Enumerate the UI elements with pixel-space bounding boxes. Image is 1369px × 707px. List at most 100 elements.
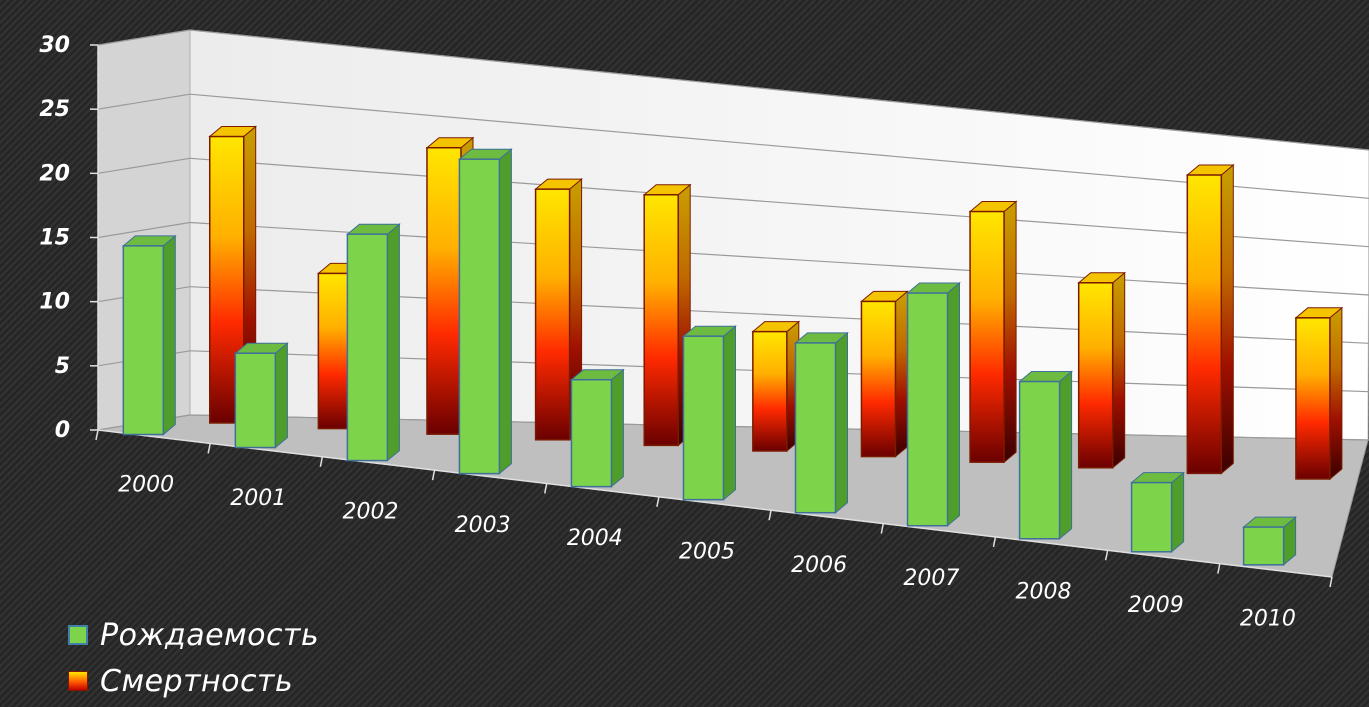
- bar-births-front: [794, 342, 837, 514]
- x-tick-mark: [880, 523, 885, 534]
- x-axis-line: [97, 429, 1333, 578]
- x-tick-label: 2005: [679, 540, 735, 565]
- bar-deaths-front: [208, 135, 245, 424]
- x-tick-mark: [656, 496, 660, 507]
- x-tick-label: 2000: [118, 473, 174, 498]
- y-tick-label: 20: [39, 161, 70, 186]
- bar-deaths-front: [1186, 174, 1223, 475]
- x-tick-mark: [319, 456, 324, 467]
- x-tick-mark: [768, 510, 772, 521]
- bar-deaths-front: [534, 188, 571, 441]
- gridline-back: [189, 157, 1369, 248]
- bar-deaths: [534, 178, 583, 441]
- x-tick-mark: [95, 429, 99, 441]
- x-tick-mark: [207, 443, 211, 454]
- x-tick-label: 2002: [342, 499, 398, 524]
- x-tick-label: 2006: [791, 553, 847, 578]
- legend-label-deaths: Смертность: [100, 663, 294, 699]
- bar-deaths: [968, 200, 1018, 464]
- bar-deaths-front: [643, 193, 679, 447]
- bar-births-front: [682, 335, 725, 501]
- bar-births: [570, 368, 625, 488]
- bar-births-side: [835, 331, 848, 514]
- bar-deaths: [860, 290, 909, 458]
- bar-births-side: [723, 325, 736, 501]
- bar-births-side: [1059, 370, 1073, 540]
- y-tick-label: 10: [39, 290, 70, 315]
- y-tick-label: 5: [55, 354, 70, 379]
- bar-births-side: [947, 281, 960, 527]
- bar-births-front: [346, 233, 389, 462]
- x-tick-mark: [1104, 550, 1109, 561]
- bar-deaths: [751, 320, 801, 453]
- gridline-side: [97, 93, 191, 110]
- bar-births-front: [234, 352, 277, 449]
- x-tick-label: 2009: [1128, 593, 1184, 618]
- bar-births: [794, 331, 849, 514]
- y-tick-label: 0: [55, 418, 70, 443]
- bar-deaths-front: [969, 210, 1005, 463]
- x-tick-mark: [1217, 563, 1221, 574]
- bar-deaths-side: [1329, 306, 1343, 481]
- bar-births-front: [458, 158, 501, 475]
- bar-births: [1130, 471, 1185, 553]
- bar-deaths-front: [860, 300, 897, 458]
- x-tick-label: 2010: [1240, 606, 1296, 631]
- bar-births: [346, 223, 401, 462]
- x-tick-mark: [992, 536, 997, 548]
- legend-swatch-deaths: [68, 671, 88, 691]
- x-tick-label: 2004: [567, 526, 623, 551]
- bar-births-side: [386, 223, 400, 462]
- bar-deaths-side: [1003, 200, 1017, 464]
- y-tick-label: 25: [39, 97, 70, 122]
- x-tick-label: 2001: [230, 486, 286, 511]
- legend-item-deaths: Смертность: [68, 658, 319, 704]
- legend-swatch-births: [68, 625, 88, 645]
- bar-deaths-front: [1295, 317, 1331, 480]
- gridline-side: [97, 221, 191, 239]
- bar-births: [234, 342, 289, 449]
- bar-births-side: [498, 148, 512, 475]
- bar-births-front: [906, 292, 949, 527]
- bar-deaths-front: [752, 330, 788, 452]
- bar-births-front: [122, 245, 165, 436]
- legend: Рождаемость Смертность: [68, 612, 319, 704]
- x-tick-label: 2007: [903, 566, 959, 591]
- bar-births: [1018, 370, 1073, 540]
- bar-deaths: [1077, 271, 1127, 469]
- bar-births-side: [162, 234, 176, 436]
- gridline-back: [189, 93, 1369, 199]
- gridline-side: [97, 29, 191, 46]
- y-tick-label: 30: [39, 33, 70, 58]
- gridline-side: [97, 157, 191, 174]
- bar-deaths: [1185, 163, 1235, 475]
- x-tick-mark: [431, 469, 436, 481]
- bar-births-side: [610, 368, 624, 488]
- bar-deaths-side: [1112, 271, 1126, 469]
- bar-deaths-side: [1220, 163, 1234, 475]
- bar-births: [906, 281, 961, 527]
- bar-deaths-front: [1077, 282, 1114, 469]
- bar-births-front: [570, 378, 613, 488]
- bar-births: [682, 325, 737, 501]
- bar-births: [121, 234, 177, 436]
- bar-births-front: [1130, 481, 1173, 553]
- bar-deaths-side: [895, 290, 908, 458]
- x-tick-mark: [1329, 576, 1333, 588]
- x-tick-mark: [543, 483, 548, 494]
- bar-births-side: [1171, 471, 1185, 553]
- legend-label-births: Рождаемость: [100, 617, 320, 653]
- legend-item-births: Рождаемость: [68, 612, 319, 658]
- bar-births: [1242, 516, 1297, 566]
- bar-births: [458, 148, 513, 475]
- bar-births-front: [1242, 526, 1285, 566]
- bar-deaths: [1294, 306, 1344, 481]
- y-tick-label: 15: [39, 226, 70, 251]
- bar-births-side: [274, 342, 288, 449]
- bar-births-front: [1018, 380, 1061, 540]
- x-tick-label: 2003: [455, 513, 511, 538]
- x-tick-label: 2008: [1016, 580, 1072, 605]
- gridline-back: [189, 29, 1369, 151]
